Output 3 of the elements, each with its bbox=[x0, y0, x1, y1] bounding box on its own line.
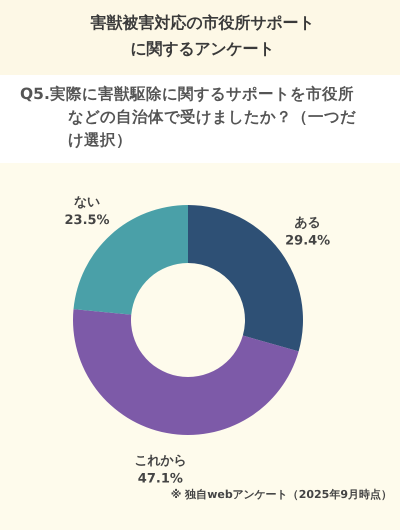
text: ※ 独自webアンケート（2025年9月時点） bbox=[170, 488, 392, 501]
chart-title: 害獣被害対応の市役所サポートに関するアンケート bbox=[90, 12, 316, 60]
chart-subtitle: Q5.実際に害獣駆除に関するサポートを市役所などの自治体で受けましたか？（一つだけ選択） bbox=[20, 84, 357, 151]
